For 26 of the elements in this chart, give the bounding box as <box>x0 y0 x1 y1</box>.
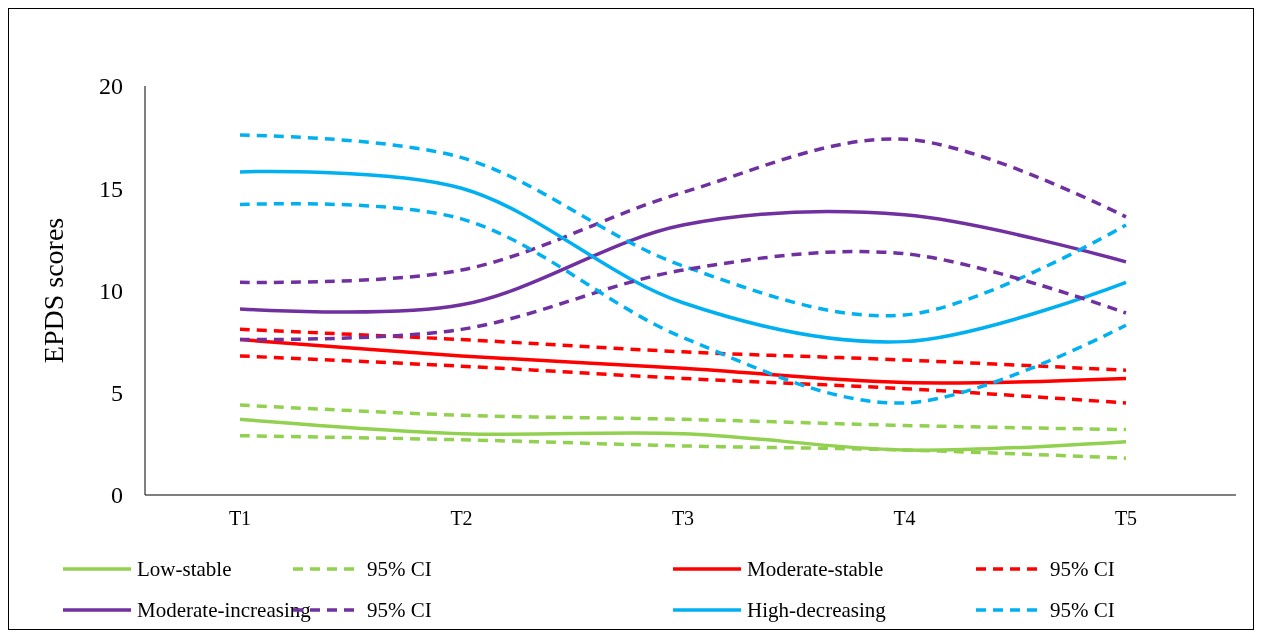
line-series <box>238 202 1128 405</box>
legend-label: Moderate-increasing <box>137 598 312 623</box>
y-tick-label: 0 <box>111 482 123 509</box>
x-tick-label: T4 <box>893 507 916 529</box>
x-tick-label: T1 <box>228 507 252 529</box>
legend-label: High-decreasing <box>747 598 887 623</box>
legend-label: 95% CI <box>367 598 432 623</box>
line-series <box>238 133 1128 318</box>
legend-label: 95% CI <box>1050 598 1115 623</box>
line-series <box>238 169 1128 344</box>
line-series <box>238 354 1128 405</box>
line-series <box>238 403 1128 432</box>
y-tick-label: 5 <box>111 380 123 407</box>
legend-label: Moderate-stable <box>747 557 884 582</box>
legend-label: Low-stable <box>137 557 232 582</box>
line-series <box>238 327 1128 373</box>
line-series <box>238 137 1128 285</box>
legend-label: 95% CI <box>1050 557 1115 582</box>
x-tick-label: T3 <box>671 507 695 529</box>
y-tick-label: 10 <box>99 277 123 304</box>
x-tick-label: T2 <box>450 507 473 529</box>
legend-label: 95% CI <box>367 557 432 582</box>
x-tick-label: T5 <box>1114 507 1138 529</box>
y-tick-label: 20 <box>99 73 123 100</box>
y-tick-label: 15 <box>99 175 123 202</box>
y-axis-title: EPDS scores <box>38 217 69 364</box>
